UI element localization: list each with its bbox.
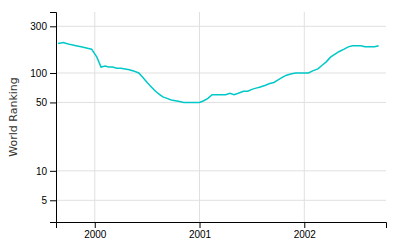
plot: 2000 2001 2002 5 10 50 100 300 <box>30 12 386 240</box>
tick-mark <box>50 73 56 74</box>
grid-line <box>304 12 305 222</box>
tick: 100 <box>30 68 56 79</box>
tick-mark <box>200 222 201 228</box>
tick-label: 100 <box>30 68 47 79</box>
tick: 5 <box>41 195 56 206</box>
tick: 10 <box>36 166 56 177</box>
tick-label: 2002 <box>294 229 317 240</box>
tick: 2002 <box>294 222 317 240</box>
y-axis-title: World Ranking <box>7 77 20 157</box>
tick: 2001 <box>189 222 212 240</box>
tick: 2000 <box>84 222 107 240</box>
axis-line <box>50 13 57 223</box>
tick-mark <box>50 26 56 27</box>
tick-label: 2000 <box>84 229 107 240</box>
grid-line <box>56 102 386 103</box>
grid-line <box>199 12 200 222</box>
tick: 300 <box>30 21 56 32</box>
tick-label: 5 <box>41 195 47 206</box>
tick-mark <box>50 200 56 201</box>
tick: 50 <box>36 97 56 108</box>
axis-line <box>57 223 387 229</box>
line <box>58 42 379 102</box>
tick-label: 10 <box>36 166 48 177</box>
tick-label: 50 <box>36 97 48 108</box>
tick-mark <box>304 222 305 228</box>
tick-mark <box>50 102 56 103</box>
grid-line <box>94 12 95 222</box>
grid-line <box>56 26 386 27</box>
y-axis: 5 10 50 100 300 <box>30 13 56 223</box>
tick-mark <box>50 171 56 172</box>
tick-label: 2001 <box>189 229 212 240</box>
chart: 2000 2001 2002 5 10 50 100 300 World Ranking <box>0 0 400 250</box>
grid-line <box>56 170 386 171</box>
grid-line <box>56 200 386 201</box>
x-axis: 2000 2001 2002 <box>57 222 387 240</box>
tick-mark <box>95 222 96 228</box>
tick-label: 300 <box>30 21 47 32</box>
marks <box>58 42 379 102</box>
grid <box>56 12 386 222</box>
grid-line <box>56 72 386 73</box>
